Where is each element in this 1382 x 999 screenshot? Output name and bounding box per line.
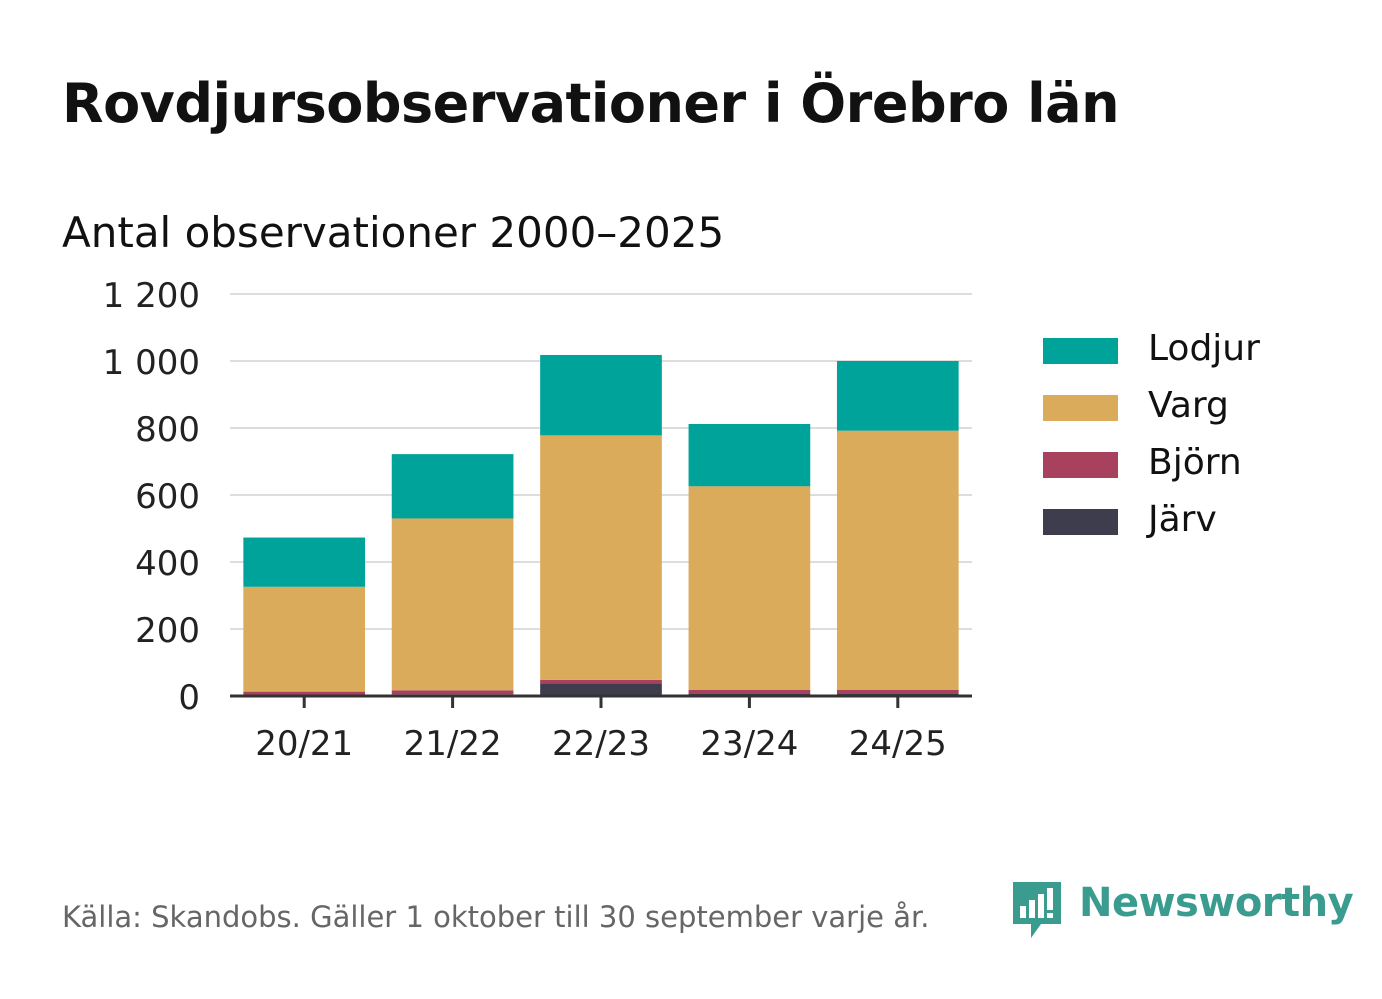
bar-varg-24-25: [836, 430, 959, 690]
bar-bjorn-22-23: [540, 679, 662, 684]
bar-varg-22-23: [540, 435, 662, 680]
y-tick-label: 600: [135, 477, 200, 517]
bar-jarv-22-23: [540, 683, 662, 696]
bars: [243, 354, 959, 696]
y-tick-label: 1 200: [103, 276, 200, 316]
newsworthy-logo-icon: [1013, 882, 1061, 938]
legend-swatch-lodjur: [1043, 338, 1118, 364]
bar-lodjur-20-21: [243, 537, 366, 587]
bar-bjorn-20-21: [243, 691, 366, 695]
bar-bjorn-23-24: [688, 689, 811, 694]
legend-swatch-varg: [1043, 395, 1118, 421]
x-tick-label: 24/25: [849, 724, 947, 764]
bar-lodjur-24-25: [836, 361, 959, 431]
y-tick-label: 800: [135, 410, 200, 450]
chart-subtitle: Antal observationer 2000–2025: [62, 208, 725, 257]
bar-varg-21-22: [391, 518, 514, 691]
y-tick-label: 0: [178, 678, 200, 718]
brand-name: Newsworthy: [1079, 880, 1354, 926]
legend-label-lodjur: Lodjur: [1148, 328, 1260, 369]
y-tick-label: 200: [135, 611, 200, 651]
y-axis-ticks: 0 200 400 600 800 1 000 1 200: [103, 276, 200, 718]
y-tick-label: 1 000: [103, 343, 200, 383]
source-note: Källa: Skandobs. Gäller 1 oktober till 3…: [62, 900, 930, 934]
legend-label-varg: Varg: [1148, 385, 1229, 426]
bar-varg-23-24: [688, 486, 811, 690]
bar-lodjur-22-23: [540, 354, 662, 436]
bar-bjorn-21-22: [391, 690, 514, 695]
bar-lodjur-21-22: [391, 454, 514, 519]
bar-varg-20-21: [243, 586, 366, 692]
bar-bjorn-24-25: [836, 689, 959, 694]
x-tick-label: 23/24: [700, 724, 798, 764]
x-tick-label: 21/22: [404, 724, 502, 764]
chart-title: Rovdjursobservationer i Örebro län: [62, 72, 1120, 135]
bar-lodjur-23-24: [688, 423, 811, 487]
y-tick-label: 400: [135, 544, 200, 584]
legend-label-jarv: Järv: [1148, 499, 1217, 540]
x-tick-label: 20/21: [255, 724, 353, 764]
x-tick-label: 22/23: [552, 724, 650, 764]
legend-swatch-jarv: [1043, 509, 1118, 535]
x-axis-ticks: 20/21 21/22 22/23 23/24 24/25: [255, 696, 947, 764]
legend-label-bjorn: Björn: [1148, 442, 1242, 483]
legend-swatch-bjorn: [1043, 452, 1118, 478]
